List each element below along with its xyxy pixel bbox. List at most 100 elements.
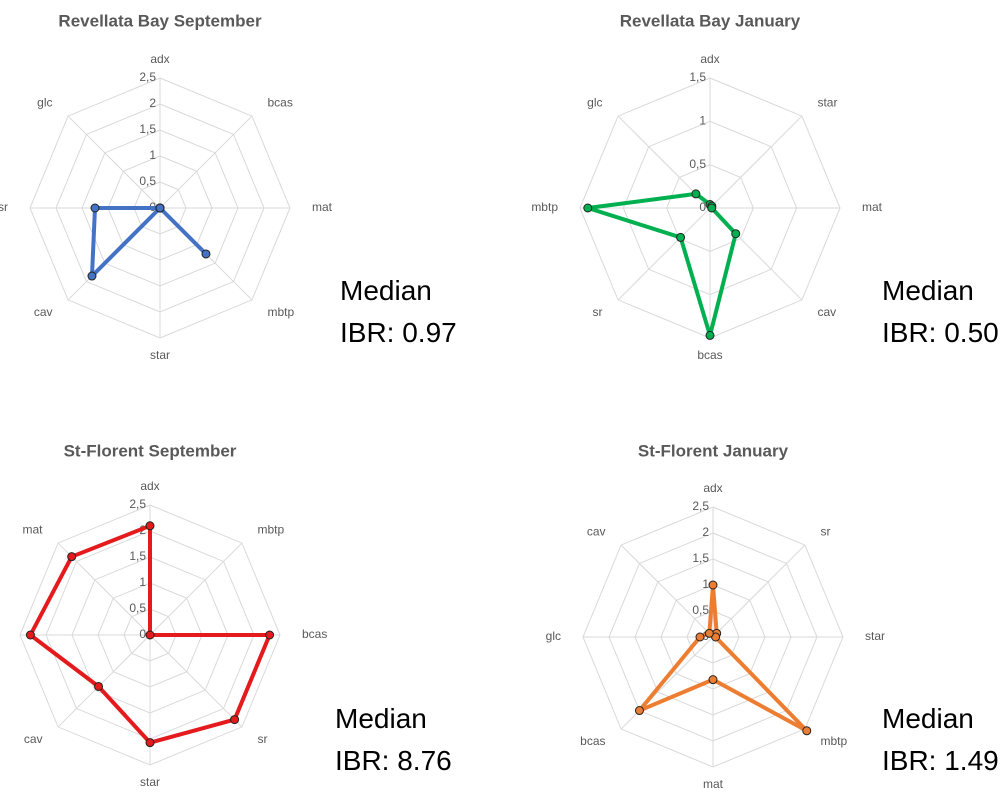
category-label: cav: [817, 305, 836, 319]
category-label: mbtp: [257, 523, 284, 537]
category-label: bcas: [267, 96, 292, 110]
category-label: cav: [587, 525, 606, 539]
category-label: star: [817, 96, 837, 110]
grid-ring: [133, 181, 187, 235]
category-label: mat: [862, 200, 883, 214]
series-line: [89, 206, 208, 279]
series-line: [585, 191, 738, 338]
data-point: [676, 232, 686, 242]
r-tick-label: 2: [702, 525, 709, 539]
category-label: mat: [23, 523, 44, 537]
annotation: Median: [335, 703, 427, 734]
r-tick-label: 1: [139, 575, 146, 589]
chart-title: Revellata Bay January: [620, 11, 801, 30]
grid-ring: [107, 155, 213, 261]
chart-title: St-Florent September: [64, 441, 237, 460]
category-label: mat: [703, 777, 724, 791]
r-tick-label: 2,5: [692, 499, 709, 513]
category-label: mbtp: [267, 305, 294, 319]
r-tick-label: 0,5: [692, 603, 709, 617]
category-label: sr: [593, 305, 603, 319]
annotation: Median: [882, 703, 974, 734]
spoke: [712, 544, 806, 638]
r-tick-label: 1: [702, 577, 709, 591]
r-tick-label: 0: [139, 627, 146, 641]
spoke: [620, 544, 714, 638]
grid-ring: [81, 129, 239, 287]
r-tick-label: 1,5: [129, 549, 146, 563]
grid-ring: [19, 504, 281, 766]
grid-ring: [634, 558, 792, 716]
category-label: cav: [24, 732, 43, 746]
grid-ring: [582, 506, 844, 768]
data-point: [708, 675, 718, 685]
category-label: mbtp: [531, 200, 558, 214]
category-label: cav: [34, 305, 53, 319]
category-label: adx: [140, 479, 159, 493]
category-label: glc: [546, 629, 561, 643]
category-label: star: [150, 348, 170, 362]
grid-ring: [97, 582, 203, 688]
data-point: [25, 630, 35, 640]
grid-ring: [71, 556, 229, 714]
r-tick-label: 1: [149, 148, 156, 162]
grid-ring: [686, 610, 740, 664]
category-label: bcas: [697, 348, 722, 362]
spoke: [57, 634, 151, 728]
r-tick-label: 1,5: [139, 122, 156, 136]
r-tick-label: 1,5: [689, 70, 706, 84]
r-tick-label: 0,5: [129, 601, 146, 615]
annotation: IBR: 0.50: [882, 317, 999, 348]
spoke: [709, 115, 803, 209]
grid-ring: [55, 103, 265, 313]
annotation: Median: [882, 275, 974, 306]
annotation: IBR: 8.76: [335, 745, 452, 776]
grid-ring: [622, 120, 798, 296]
data-point: [695, 632, 705, 642]
data-point: [731, 229, 741, 239]
data-point: [708, 580, 718, 590]
data-point: [265, 630, 275, 640]
category-label: bcas: [580, 734, 605, 748]
data-point: [704, 628, 714, 638]
category-label: star: [140, 775, 160, 789]
category-label: sr: [820, 525, 830, 539]
chart-title: Revellata Bay September: [58, 11, 262, 30]
spoke: [67, 115, 161, 209]
data-point: [201, 249, 211, 259]
chart-title: St-Florent January: [638, 441, 789, 460]
category-label: mbtp: [820, 734, 847, 748]
data-point: [707, 203, 717, 213]
grid-ring: [29, 77, 291, 339]
data-point: [583, 203, 593, 213]
category-label: bcas: [302, 627, 327, 641]
annotation: Median: [340, 275, 432, 306]
data-point: [145, 521, 155, 531]
data-point: [87, 271, 97, 281]
grid-ring: [660, 584, 766, 690]
r-tick-label: 1: [699, 114, 706, 128]
category-label: mat: [312, 200, 333, 214]
spoke: [149, 542, 243, 636]
category-label: adx: [700, 52, 719, 66]
data-point: [691, 189, 701, 199]
r-tick-label: 2,5: [129, 497, 146, 511]
series-line: [637, 583, 809, 733]
data-point: [67, 552, 77, 562]
r-tick-label: 0,5: [689, 157, 706, 171]
category-label: sr: [0, 200, 8, 214]
spoke: [617, 207, 711, 301]
grid-ring: [666, 164, 754, 252]
r-tick-label: 2,5: [139, 70, 156, 84]
grid-ring: [608, 532, 818, 742]
category-label: glc: [37, 96, 52, 110]
data-point: [145, 630, 155, 640]
annotation: IBR: 1.49: [882, 745, 999, 776]
r-tick-label: 1,5: [692, 551, 709, 565]
data-point: [705, 330, 715, 340]
grid-ring: [123, 608, 177, 662]
category-label: adx: [150, 52, 169, 66]
spoke: [159, 115, 253, 209]
category-label: sr: [257, 732, 267, 746]
